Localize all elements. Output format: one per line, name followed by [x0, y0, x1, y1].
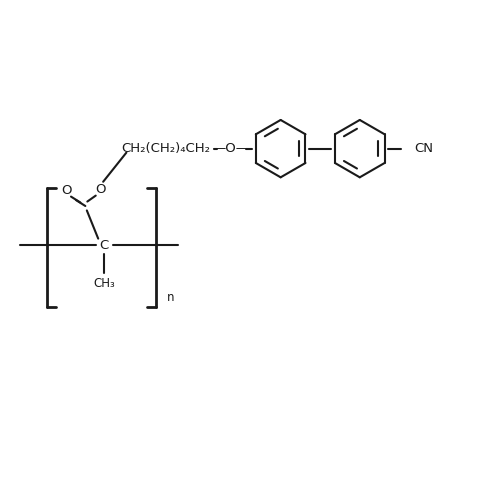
- Text: —O—: —O—: [212, 142, 250, 155]
- Text: n: n: [167, 292, 174, 304]
- Text: O: O: [96, 183, 106, 196]
- Text: O: O: [61, 184, 72, 197]
- Text: C: C: [100, 238, 109, 252]
- Text: CH₃: CH₃: [94, 277, 115, 290]
- Text: CH₂(CH₂)₄CH₂: CH₂(CH₂)₄CH₂: [122, 142, 210, 155]
- Text: CN: CN: [414, 142, 433, 155]
